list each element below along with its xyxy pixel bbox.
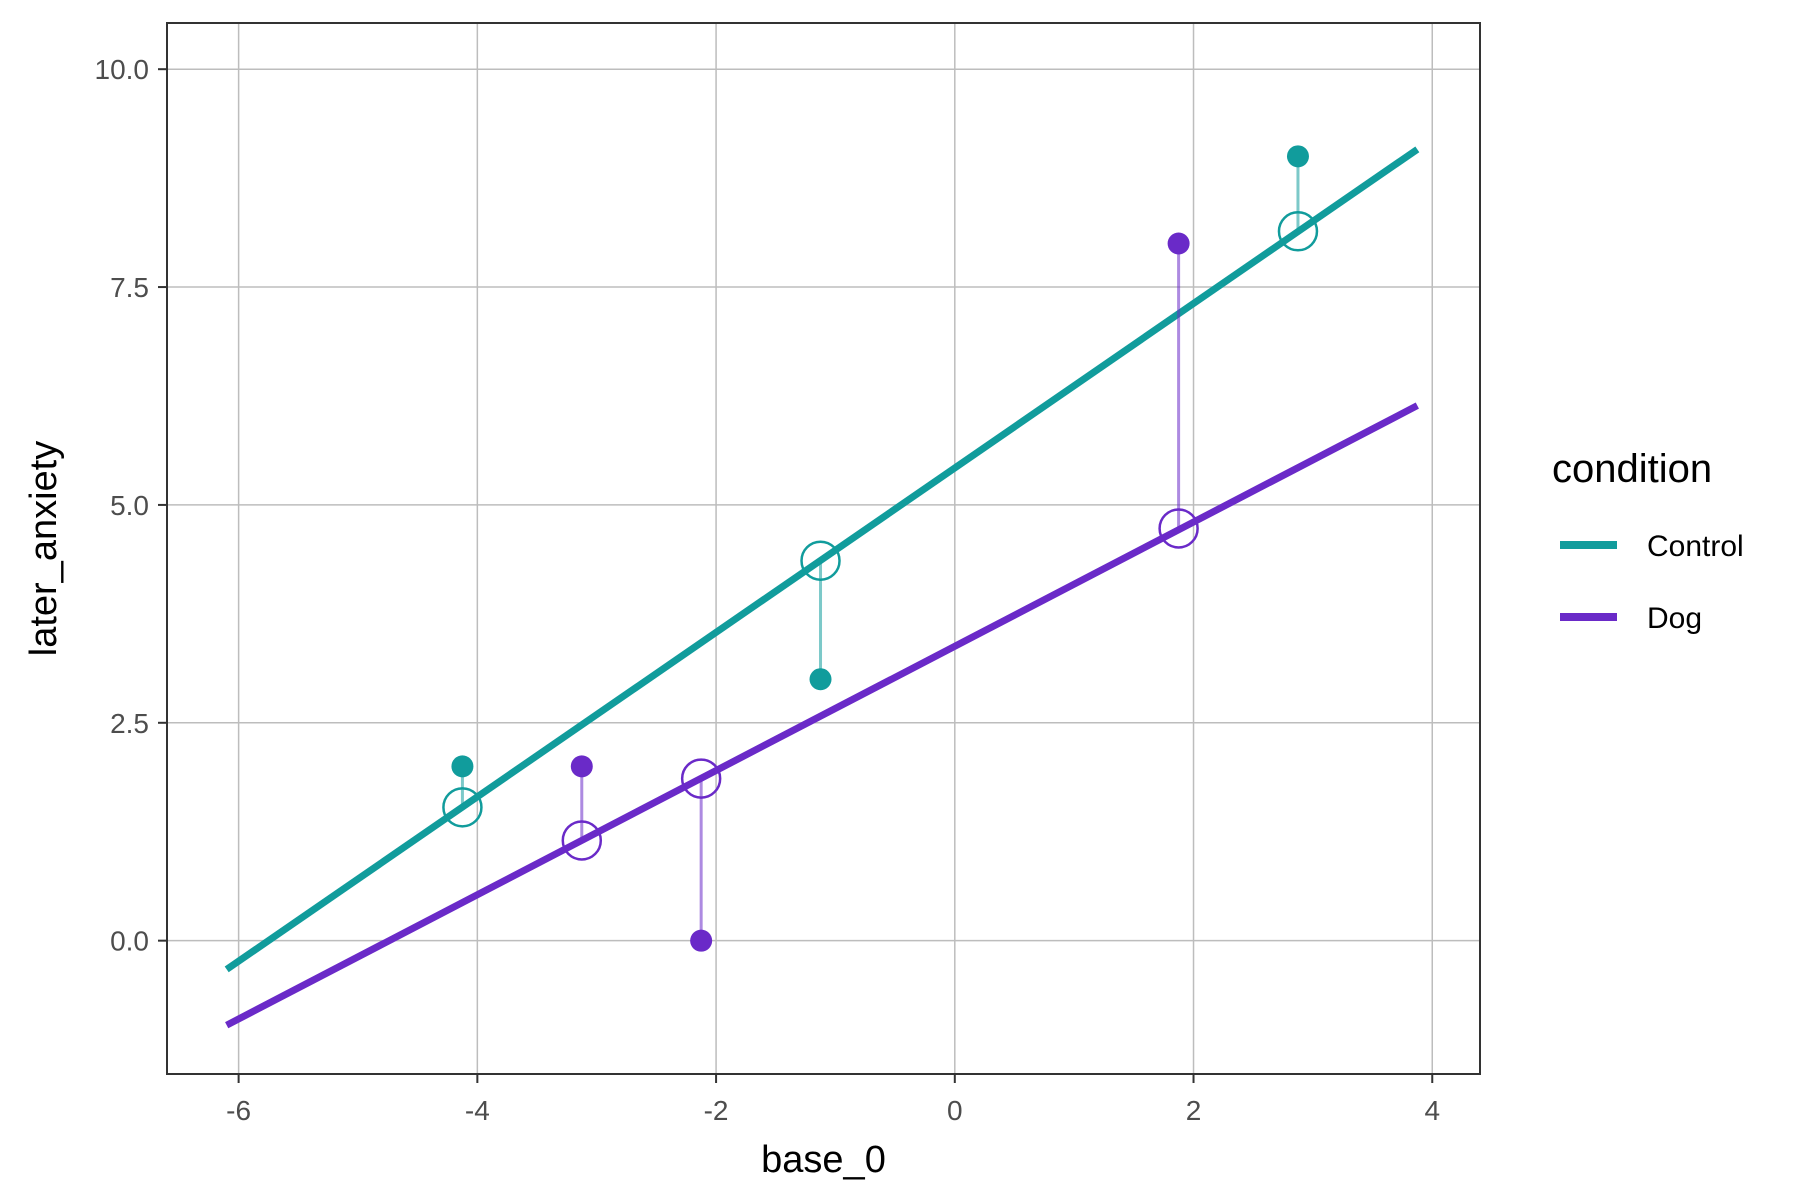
x-tick-label: -4 xyxy=(465,1095,490,1126)
y-tick-label: 2.5 xyxy=(110,708,149,739)
regression-lines xyxy=(224,146,1420,1029)
observed-point-control xyxy=(451,755,474,778)
y-tick-label: 0.0 xyxy=(110,926,149,957)
observed-point-dog xyxy=(690,929,713,952)
regression-line-dog xyxy=(225,402,1419,1029)
fitted-point-dog xyxy=(561,820,603,861)
x-tick-label: -2 xyxy=(704,1095,729,1126)
observed-point-control xyxy=(1286,145,1309,168)
x-tick-label: -6 xyxy=(226,1095,251,1126)
observed-point-control xyxy=(809,668,832,691)
legend-label-control: Control xyxy=(1647,530,1744,563)
fitted-point-control xyxy=(1277,211,1319,252)
legend: condition Control Dog xyxy=(1552,447,1744,635)
fitted-point-control xyxy=(442,787,483,828)
regression-line-control xyxy=(224,146,1420,973)
fitted-point-dog xyxy=(680,758,722,799)
x-tick-label: 0 xyxy=(947,1095,963,1126)
y-tick-label: 5.0 xyxy=(110,490,149,521)
data-points xyxy=(442,145,1319,952)
legend-label-dog: Dog xyxy=(1647,602,1702,635)
x-axis-ticks: -6 -4 -2 0 2 4 xyxy=(226,1074,1440,1126)
fitted-point-dog xyxy=(1158,508,1199,549)
plot-panel-border xyxy=(166,22,1481,1075)
y-axis-title: later_anxiety xyxy=(23,441,65,656)
fitted-point-control xyxy=(800,540,841,581)
x-axis-title: base_0 xyxy=(761,1139,886,1181)
observed-point-dog xyxy=(570,755,593,778)
x-tick-label: 4 xyxy=(1424,1095,1440,1126)
x-tick-label: 2 xyxy=(1186,1095,1202,1126)
y-axis-ticks: 0.0 2.5 5.0 7.5 10.0 xyxy=(95,54,167,957)
y-tick-label: 10.0 xyxy=(95,54,150,85)
y-tick-label: 7.5 xyxy=(110,272,149,303)
observed-point-dog xyxy=(1167,232,1190,255)
legend-title: condition xyxy=(1552,447,1712,491)
